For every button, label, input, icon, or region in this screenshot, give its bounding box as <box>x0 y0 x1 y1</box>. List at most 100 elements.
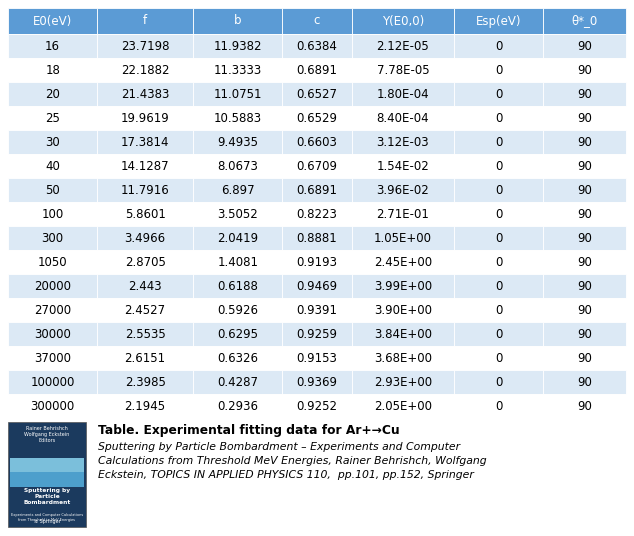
Bar <box>10 458 84 487</box>
Text: Calculations from Threshold MeV Energies, Rainer Behrishch, Wolfgang: Calculations from Threshold MeV Energies… <box>98 456 487 466</box>
Text: 0: 0 <box>495 136 503 148</box>
Text: 0.6326: 0.6326 <box>217 352 258 364</box>
Text: 20000: 20000 <box>34 279 71 293</box>
Text: E0(eV): E0(eV) <box>33 14 72 27</box>
Bar <box>97 58 193 82</box>
Text: 0.5926: 0.5926 <box>217 303 258 316</box>
Text: 11.3333: 11.3333 <box>214 63 262 77</box>
Bar <box>282 250 352 274</box>
Text: Y(E0,0): Y(E0,0) <box>382 14 424 27</box>
Text: 0: 0 <box>495 111 503 124</box>
Text: 0: 0 <box>495 63 503 77</box>
Text: 90: 90 <box>577 40 592 53</box>
Bar <box>352 370 454 394</box>
Text: 0: 0 <box>495 303 503 316</box>
Bar <box>454 178 543 202</box>
Text: 0.9369: 0.9369 <box>297 376 337 389</box>
Bar <box>97 370 193 394</box>
Text: 23.7198: 23.7198 <box>121 40 169 53</box>
Bar <box>8 8 97 34</box>
Bar <box>454 8 543 34</box>
Text: Experiments and Computer Calculations
from Threshold to MeV Energies: Experiments and Computer Calculations fr… <box>11 513 83 522</box>
Bar <box>454 274 543 298</box>
Bar <box>454 58 543 82</box>
Text: 2.93E+00: 2.93E+00 <box>374 376 432 389</box>
Bar <box>352 250 454 274</box>
Text: 90: 90 <box>577 232 592 244</box>
Text: 2.71E-01: 2.71E-01 <box>377 207 429 220</box>
Text: Esp(eV): Esp(eV) <box>476 14 522 27</box>
Text: 100000: 100000 <box>30 376 75 389</box>
Text: 2.3985: 2.3985 <box>125 376 165 389</box>
Text: 0: 0 <box>495 279 503 293</box>
Bar <box>282 178 352 202</box>
Text: 0: 0 <box>495 87 503 101</box>
Bar <box>282 226 352 250</box>
Bar <box>352 298 454 322</box>
Bar <box>352 82 454 106</box>
Text: 90: 90 <box>577 160 592 173</box>
Text: 30: 30 <box>45 136 60 148</box>
Text: 0.6891: 0.6891 <box>297 63 337 77</box>
Bar <box>352 106 454 130</box>
Text: 0.6384: 0.6384 <box>297 40 337 53</box>
Text: 19.9619: 19.9619 <box>120 111 169 124</box>
Text: 0.6603: 0.6603 <box>297 136 337 148</box>
Text: 1.80E-04: 1.80E-04 <box>377 87 429 101</box>
Text: 11.9382: 11.9382 <box>214 40 262 53</box>
Text: 1.4081: 1.4081 <box>217 256 258 269</box>
Bar <box>543 106 626 130</box>
Bar <box>454 370 543 394</box>
Text: 2.45E+00: 2.45E+00 <box>374 256 432 269</box>
Bar <box>282 130 352 154</box>
Text: Rainer Behrishch
Wolfgang Eckstein
Editors: Rainer Behrishch Wolfgang Eckstein Edito… <box>24 426 70 443</box>
Bar <box>454 226 543 250</box>
Text: 1.05E+00: 1.05E+00 <box>374 232 432 244</box>
Text: 3.4966: 3.4966 <box>125 232 165 244</box>
Bar <box>97 226 193 250</box>
Text: 2.12E-05: 2.12E-05 <box>377 40 429 53</box>
Bar <box>8 322 97 346</box>
Text: 25: 25 <box>45 111 60 124</box>
Bar <box>543 226 626 250</box>
Text: 0: 0 <box>495 183 503 197</box>
Bar <box>454 82 543 106</box>
Text: b: b <box>234 14 242 27</box>
Bar <box>543 202 626 226</box>
Text: 21.4383: 21.4383 <box>121 87 169 101</box>
Bar <box>8 34 97 58</box>
Bar <box>193 106 282 130</box>
Bar <box>97 274 193 298</box>
Bar <box>8 422 86 527</box>
Text: 0.2936: 0.2936 <box>217 399 258 413</box>
Text: 90: 90 <box>577 183 592 197</box>
Text: c: c <box>314 14 320 27</box>
Bar <box>8 370 97 394</box>
Text: 0: 0 <box>495 327 503 340</box>
Bar <box>97 322 193 346</box>
Text: 17.3814: 17.3814 <box>121 136 169 148</box>
Bar <box>8 202 97 226</box>
Bar <box>454 346 543 370</box>
Bar <box>282 34 352 58</box>
Bar <box>97 154 193 178</box>
Text: 90: 90 <box>577 303 592 316</box>
Bar <box>543 346 626 370</box>
Text: 2.1945: 2.1945 <box>125 399 165 413</box>
Bar <box>193 82 282 106</box>
Bar <box>193 58 282 82</box>
Text: 0.9252: 0.9252 <box>297 399 337 413</box>
Text: 14.1287: 14.1287 <box>121 160 169 173</box>
Text: 3.12E-03: 3.12E-03 <box>377 136 429 148</box>
Bar <box>543 322 626 346</box>
Text: 9.4935: 9.4935 <box>217 136 258 148</box>
Text: 3.68E+00: 3.68E+00 <box>374 352 432 364</box>
Bar <box>282 394 352 418</box>
Bar <box>97 130 193 154</box>
Text: Eckstein, TOPICS IN APPLIED PHYSICS 110,  pp.101, pp.152, Springer: Eckstein, TOPICS IN APPLIED PHYSICS 110,… <box>98 470 474 480</box>
Bar <box>8 274 97 298</box>
Bar <box>282 8 352 34</box>
Bar <box>97 82 193 106</box>
Text: 0.6295: 0.6295 <box>217 327 258 340</box>
Bar <box>543 394 626 418</box>
